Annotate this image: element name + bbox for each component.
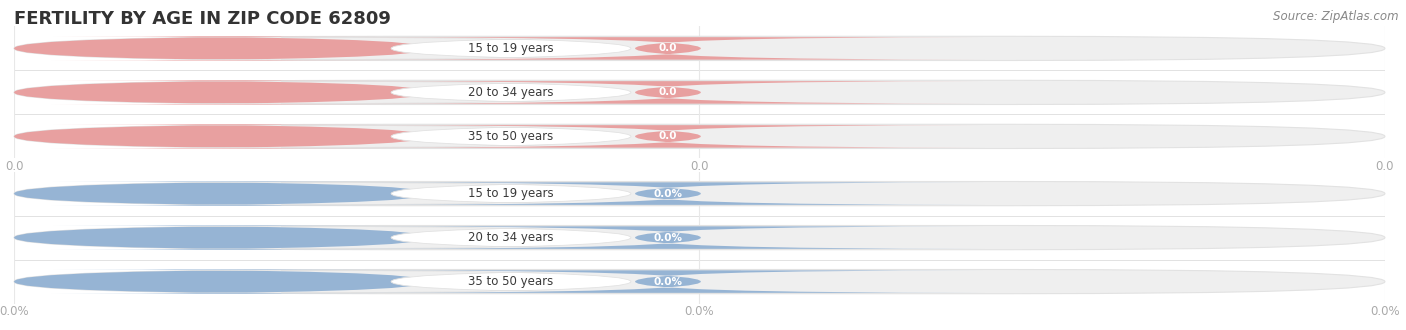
FancyBboxPatch shape bbox=[281, 182, 741, 205]
Text: 0.0: 0.0 bbox=[658, 44, 678, 53]
Text: 0.0%: 0.0% bbox=[654, 233, 682, 243]
FancyBboxPatch shape bbox=[14, 225, 429, 250]
FancyBboxPatch shape bbox=[14, 124, 1385, 148]
FancyBboxPatch shape bbox=[352, 226, 984, 249]
Text: 0.0: 0.0 bbox=[1375, 160, 1395, 173]
FancyBboxPatch shape bbox=[352, 37, 984, 60]
FancyBboxPatch shape bbox=[14, 36, 1385, 60]
FancyBboxPatch shape bbox=[14, 182, 1385, 206]
Text: 0.0%: 0.0% bbox=[1369, 305, 1400, 318]
Text: 0.0%: 0.0% bbox=[654, 277, 682, 286]
FancyBboxPatch shape bbox=[352, 182, 984, 205]
Text: 15 to 19 years: 15 to 19 years bbox=[468, 187, 554, 200]
Text: 0.0: 0.0 bbox=[658, 131, 678, 141]
Text: 35 to 50 years: 35 to 50 years bbox=[468, 130, 554, 143]
FancyBboxPatch shape bbox=[352, 270, 984, 293]
FancyBboxPatch shape bbox=[14, 36, 429, 60]
Text: 20 to 34 years: 20 to 34 years bbox=[468, 86, 554, 99]
FancyBboxPatch shape bbox=[281, 270, 741, 293]
FancyBboxPatch shape bbox=[14, 270, 1385, 294]
Text: 0.0: 0.0 bbox=[4, 160, 24, 173]
Text: 0.0%: 0.0% bbox=[0, 305, 30, 318]
Text: 0.0: 0.0 bbox=[690, 160, 709, 173]
Text: Source: ZipAtlas.com: Source: ZipAtlas.com bbox=[1274, 10, 1399, 23]
FancyBboxPatch shape bbox=[14, 182, 429, 206]
FancyBboxPatch shape bbox=[281, 37, 741, 60]
FancyBboxPatch shape bbox=[352, 81, 984, 104]
FancyBboxPatch shape bbox=[14, 80, 1385, 105]
FancyBboxPatch shape bbox=[14, 80, 429, 105]
FancyBboxPatch shape bbox=[281, 125, 741, 148]
FancyBboxPatch shape bbox=[281, 226, 741, 249]
Text: 0.0%: 0.0% bbox=[654, 189, 682, 199]
Text: 35 to 50 years: 35 to 50 years bbox=[468, 275, 554, 288]
FancyBboxPatch shape bbox=[14, 124, 429, 148]
Text: 15 to 19 years: 15 to 19 years bbox=[468, 42, 554, 55]
Text: 0.0: 0.0 bbox=[658, 87, 678, 97]
Text: 0.0%: 0.0% bbox=[685, 305, 714, 318]
FancyBboxPatch shape bbox=[281, 81, 741, 104]
Text: 20 to 34 years: 20 to 34 years bbox=[468, 231, 554, 244]
FancyBboxPatch shape bbox=[352, 125, 984, 148]
FancyBboxPatch shape bbox=[14, 270, 429, 294]
Text: FERTILITY BY AGE IN ZIP CODE 62809: FERTILITY BY AGE IN ZIP CODE 62809 bbox=[14, 10, 391, 28]
FancyBboxPatch shape bbox=[14, 225, 1385, 250]
